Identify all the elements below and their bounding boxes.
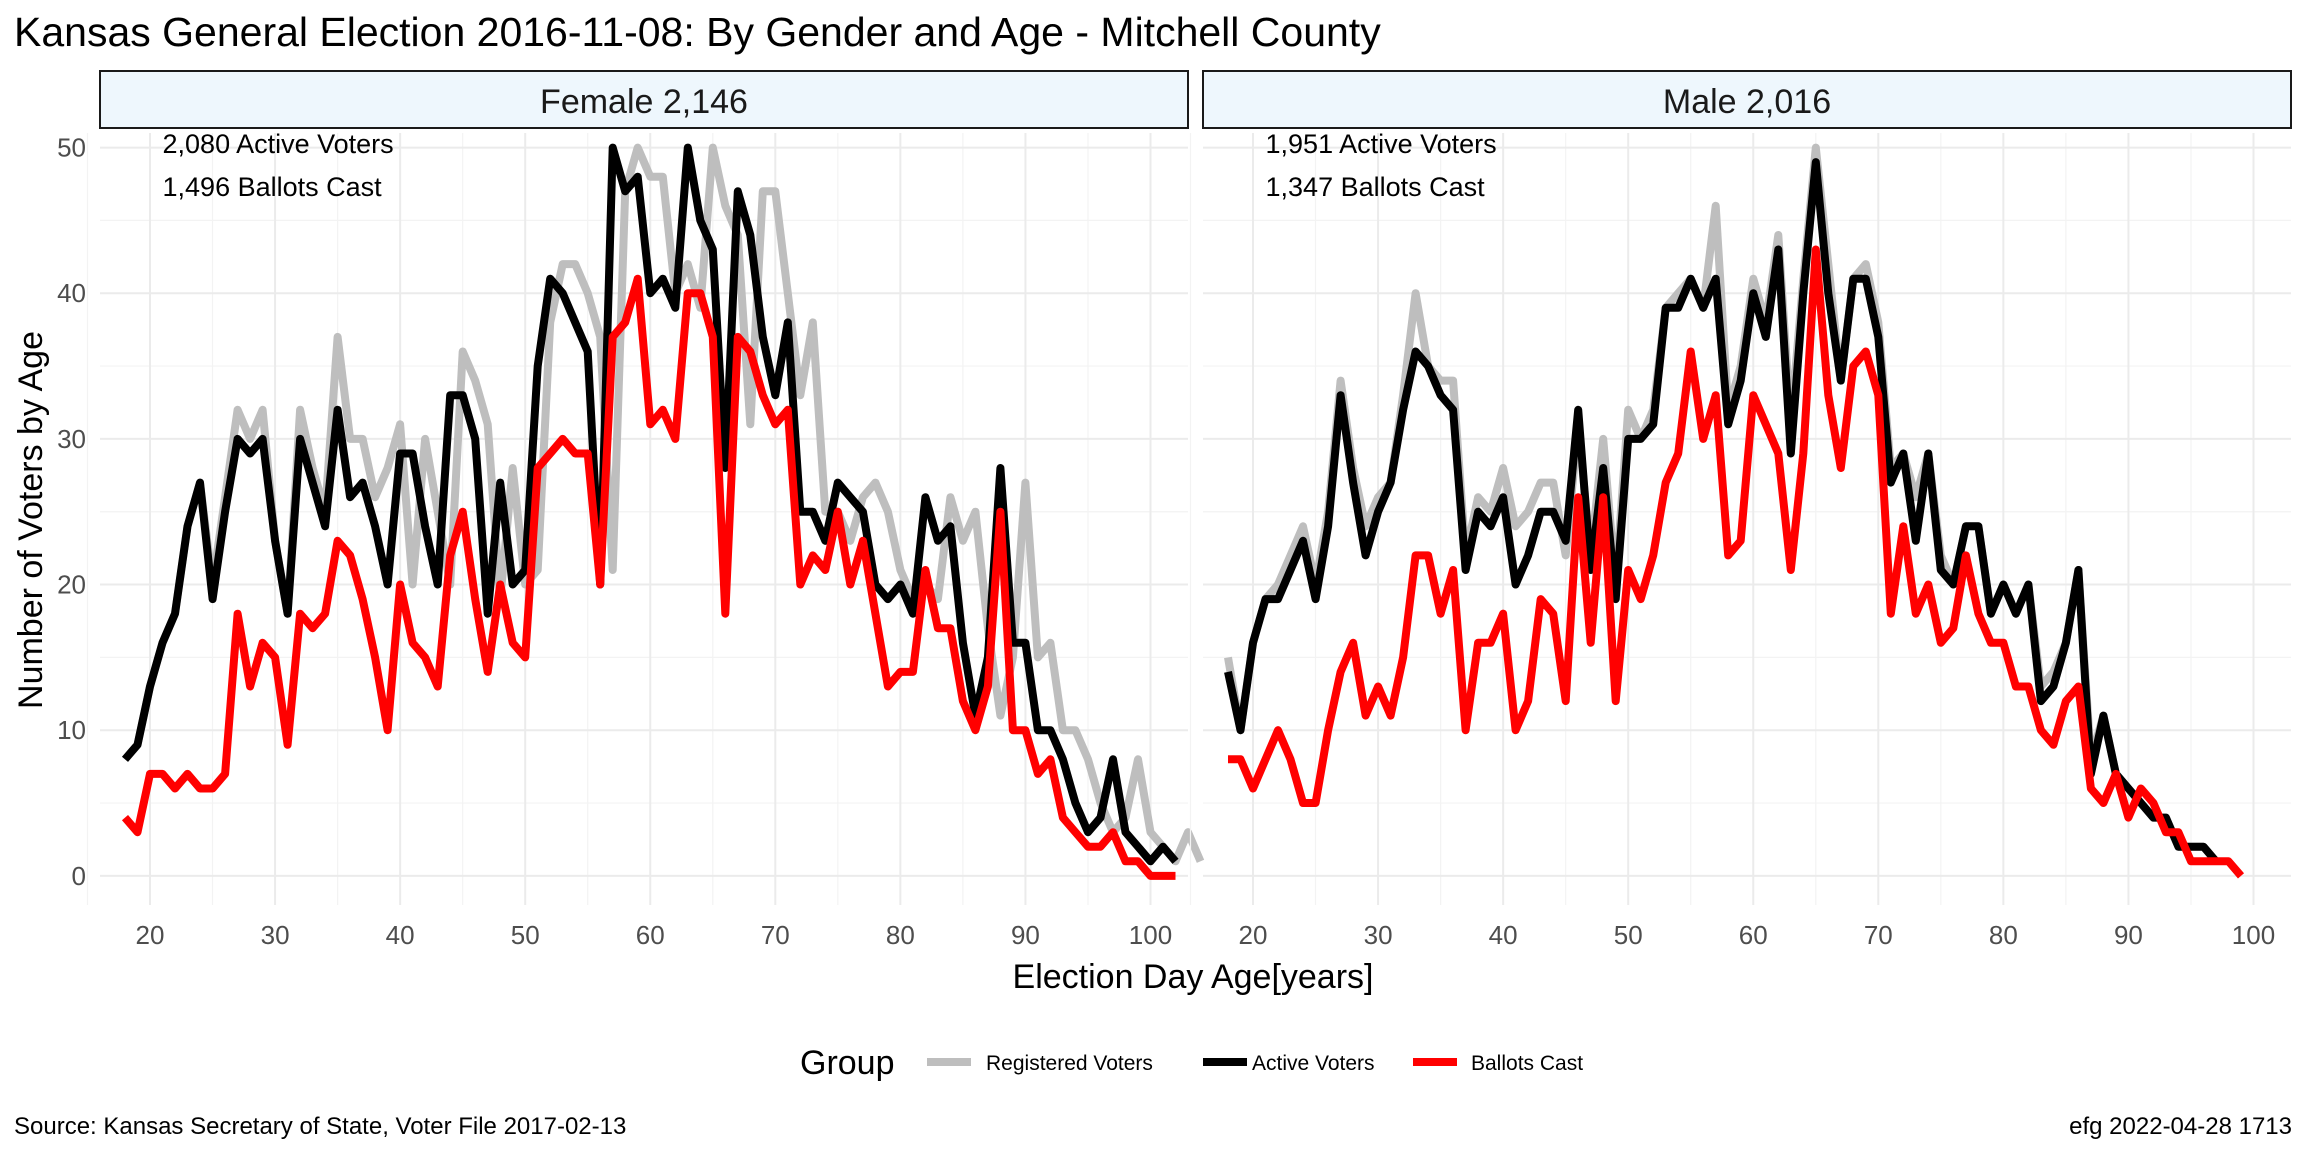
author-timestamp: efg 2022-04-28 1713	[2069, 1113, 2292, 1140]
x-tick-label: 70	[761, 920, 790, 950]
x-tick-label: 20	[1239, 920, 1268, 950]
x-axis-title: Election Day Age[years]	[1013, 958, 1374, 996]
facet-strip	[1202, 70, 2292, 129]
legend-label: Active Voters	[1252, 1052, 1375, 1075]
x-tick-label: 70	[1864, 920, 1893, 950]
y-tick-label: 0	[72, 861, 86, 891]
x-tick-label: 30	[261, 920, 290, 950]
series-line-ballots-cast	[121, 274, 1176, 880]
panel-0: Female 2,146 20 30 40 50 60 70 80 90 100 0 10 20 30 40…	[57, 70, 1205, 950]
facet-strip	[99, 70, 1189, 129]
y-tick-label: 20	[57, 570, 86, 600]
axis-titles: Election Day Age[years] Number of Voters…	[12, 331, 1373, 996]
facet-strip-label: Female 2,146	[540, 83, 748, 121]
facet-panels: Female 2,146 20 30 40 50 60 70 80 90 100 0 10 20 30 40…	[57, 70, 2292, 950]
x-tick-label: 60	[636, 920, 665, 950]
active-voters-annotation: 1,951 Active Voters	[1266, 129, 1497, 159]
x-tick-label: 40	[386, 920, 415, 950]
x-tick-label: 30	[1364, 920, 1393, 950]
series-line-ballots-cast	[1228, 245, 2245, 879]
panel-1: Male 2,016 20 30 40 50 60 70 80 90 100 1,951 Activ…	[1189, 70, 2292, 950]
x-tick-label: 80	[886, 920, 915, 950]
source-caption: Source: Kansas Secretary of State, Voter…	[14, 1113, 626, 1140]
x-tick-label: 50	[1614, 920, 1643, 950]
y-tick-label: 10	[57, 715, 86, 745]
y-tick-label: 40	[57, 278, 86, 308]
facet-strip-label: Male 2,016	[1663, 83, 1831, 121]
legend: Group Registered Voters Active Voters Ball…	[800, 1044, 1583, 1082]
x-tick-label: 100	[1129, 920, 1172, 950]
x-tick-label: 80	[1989, 920, 2018, 950]
series-line-active-voters	[121, 143, 1179, 866]
x-tick-label: 40	[1489, 920, 1518, 950]
series-line-active-voters	[1224, 158, 2220, 864]
x-tick-label: 60	[1739, 920, 1768, 950]
active-voters-annotation: 2,080 Active Voters	[163, 129, 394, 159]
y-tick-label: 50	[57, 133, 86, 163]
x-tick-label: 90	[1011, 920, 1040, 950]
ballots-cast-annotation: 1,347 Ballots Cast	[1266, 172, 1486, 202]
y-tick-label: 30	[57, 424, 86, 454]
x-tick-label: 20	[136, 920, 165, 950]
legend-title: Group	[800, 1044, 895, 1082]
legend-label: Registered Voters	[986, 1052, 1153, 1075]
y-axis-title: Number of Voters by Age	[12, 331, 50, 709]
gridlines	[86, 133, 1188, 905]
series-line-registered-voters	[121, 143, 1205, 866]
x-tick-label: 100	[2232, 920, 2275, 950]
ballots-cast-annotation: 1,496 Ballots Cast	[163, 172, 383, 202]
x-tick-label: 90	[2114, 920, 2143, 950]
x-tick-label: 50	[511, 920, 540, 950]
legend-label: Ballots Cast	[1471, 1052, 1583, 1075]
chart-title: Kansas General Election 2016-11-08: By G…	[14, 9, 1381, 55]
